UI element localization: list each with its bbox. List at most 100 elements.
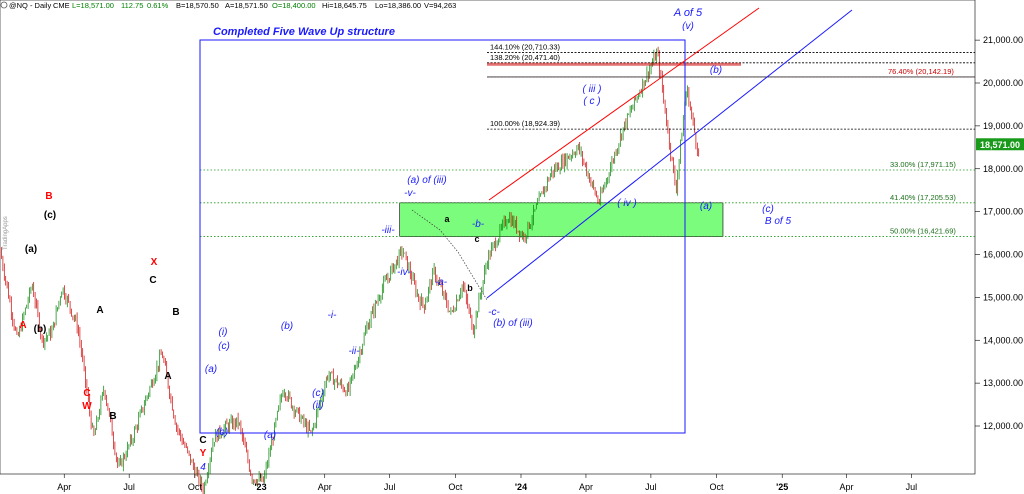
low-readout: Lo=18,386.00 (375, 1, 421, 10)
wave-label: (a) of (iii) (407, 175, 446, 186)
wave-label: b (467, 283, 473, 293)
y-tick-label: 18,000.00 (983, 164, 1023, 174)
x-tick-label: Jul (645, 482, 657, 492)
wave-label: ( iii ) (583, 84, 602, 95)
support-zone-rect (399, 202, 724, 237)
wave-label: W (82, 401, 92, 412)
x-tick-label: Oct (448, 482, 463, 492)
fib-label: 41.40% (17,205.53) (890, 193, 956, 202)
y-tick-label: 20,000.00 (983, 78, 1023, 88)
candle-series (1, 46, 700, 494)
fibonacci-levels: 144.10% (20,710.33)138.20% (20,471.40) 76… (200, 43, 975, 237)
symbol-settings-icon[interactable] (0, 1, 8, 9)
ask-readout: A=18,571.50 (225, 1, 268, 10)
wave-label: C (149, 275, 156, 286)
wave-label: Y (200, 448, 207, 459)
wave-label: (b) (216, 427, 228, 438)
wave-label: (c) (44, 210, 56, 221)
x-tick-label: Apr (839, 482, 853, 492)
x-tick-label: Oct (710, 482, 725, 492)
watermark-logo: TradingApps (3, 216, 9, 250)
change-pct-readout: 0.61% (147, 1, 169, 10)
wave-label: (v) (682, 21, 694, 32)
volume-readout: V=94,263 (424, 1, 456, 10)
wave-label: a (444, 214, 450, 224)
wave-label: (b) (710, 65, 722, 76)
x-tick-label: Oct (188, 482, 203, 492)
wave-label: ( iv ) (617, 198, 636, 209)
wave-label: c (474, 234, 479, 244)
open-readout: O=18,400.00 (272, 1, 316, 10)
wave-label: (b) of (iii) (493, 318, 532, 329)
price-axis[interactable]: 12,000.00 13,000.00 14,000.00 15,000.00 16,0… (975, 35, 1023, 431)
x-tick-label: Apr (57, 482, 71, 492)
wave-label: (a) (205, 364, 217, 375)
wave-label: B (172, 307, 179, 318)
wave-label: B (45, 191, 52, 202)
wave-label: A (19, 320, 26, 331)
wave-label: -b- (472, 219, 485, 230)
wave-label: (c) (218, 341, 230, 352)
wave-label: A of 5 (673, 7, 703, 19)
last-price-tag-text: 18,571.00 (980, 140, 1020, 150)
wave-label: (c) (762, 204, 774, 215)
wave-label: X (151, 257, 158, 268)
wave-label: -iv- (397, 267, 412, 278)
x-tick-label: '24 (515, 482, 527, 492)
x-tick-label: Jul (906, 482, 918, 492)
wave-label: B of 5 (765, 216, 792, 227)
fib-label: 50.00% (16,421.69) (890, 226, 956, 235)
wave-label: (a) (25, 244, 37, 255)
last-price-tag (976, 138, 1024, 151)
wave-label: C (199, 435, 206, 446)
x-tick-label: Jul (123, 482, 135, 492)
plot-area (0, 0, 976, 475)
time-axis[interactable]: Apr Jul Oct '23 Apr Jul Oct '24 Apr Jul Oct '25 Apr J… (57, 474, 917, 492)
exchange-label: CME (53, 1, 70, 10)
fib-label: 100.00% (18,924.39) (490, 119, 561, 128)
wave-label: (c) (312, 388, 324, 399)
wave-overlays: Completed Five Wave Up structure 18,571.0… (199, 7, 1024, 434)
fib-label: 144.10% (20,710.33) (490, 43, 561, 52)
wave-label: (b) (281, 321, 293, 332)
fib-label: 33.00% (17,971.15) (890, 160, 956, 169)
x-tick-label: '25 (776, 482, 788, 492)
wave-label: C (83, 388, 90, 399)
wave-label: -a- (435, 277, 448, 288)
y-tick-label: 13,000.00 (983, 378, 1023, 388)
wave-label: A (96, 305, 103, 316)
y-tick-label: 14,000.00 (983, 335, 1023, 345)
x-tick-label: '23 (254, 482, 266, 492)
x-tick-label: Apr (579, 482, 593, 492)
x-tick-label: Jul (384, 482, 396, 492)
support-zone (399, 202, 724, 237)
y-tick-label: 19,000.00 (983, 121, 1023, 131)
box-title: Completed Five Wave Up structure (213, 26, 395, 38)
high-readout: Hi=18,645.75 (322, 1, 367, 10)
fib-label: 76.40% (20,142.19) (888, 67, 954, 76)
wave-label: (a) (700, 201, 712, 212)
y-tick-label: 17,000.00 (983, 207, 1023, 217)
y-tick-label: 15,000.00 (983, 292, 1023, 302)
y-tick-label: 12,000.00 (983, 421, 1023, 431)
wave-label: -ii- (348, 346, 360, 357)
wave-label: 4 (200, 462, 206, 473)
x-tick-label: Apr (318, 482, 332, 492)
bid-readout: B=18,570.50 (176, 1, 219, 10)
wave-label: (i) (219, 327, 228, 338)
fib-band (487, 62, 741, 66)
wave-label: A (164, 371, 171, 382)
wave-label: (b) (34, 324, 47, 335)
upper-channel-line (488, 7, 760, 201)
y-tick-label: 21,000.00 (983, 35, 1023, 45)
wave-label: (a) (264, 430, 276, 441)
wave-label: -iii- (381, 225, 395, 236)
fib-label: 138.20% (20,471.40) (490, 53, 561, 62)
wave-structure-box (199, 39, 686, 434)
symbol-title: @NQ - Daily (9, 1, 51, 10)
wave-label: -v- (404, 188, 416, 199)
wave-labels: A of 5(v)(b)( iii )( c )( iv ) (a) (c)B of… (19, 7, 791, 473)
lower-channel-line (486, 9, 853, 299)
wave-label: -c- (488, 307, 500, 318)
